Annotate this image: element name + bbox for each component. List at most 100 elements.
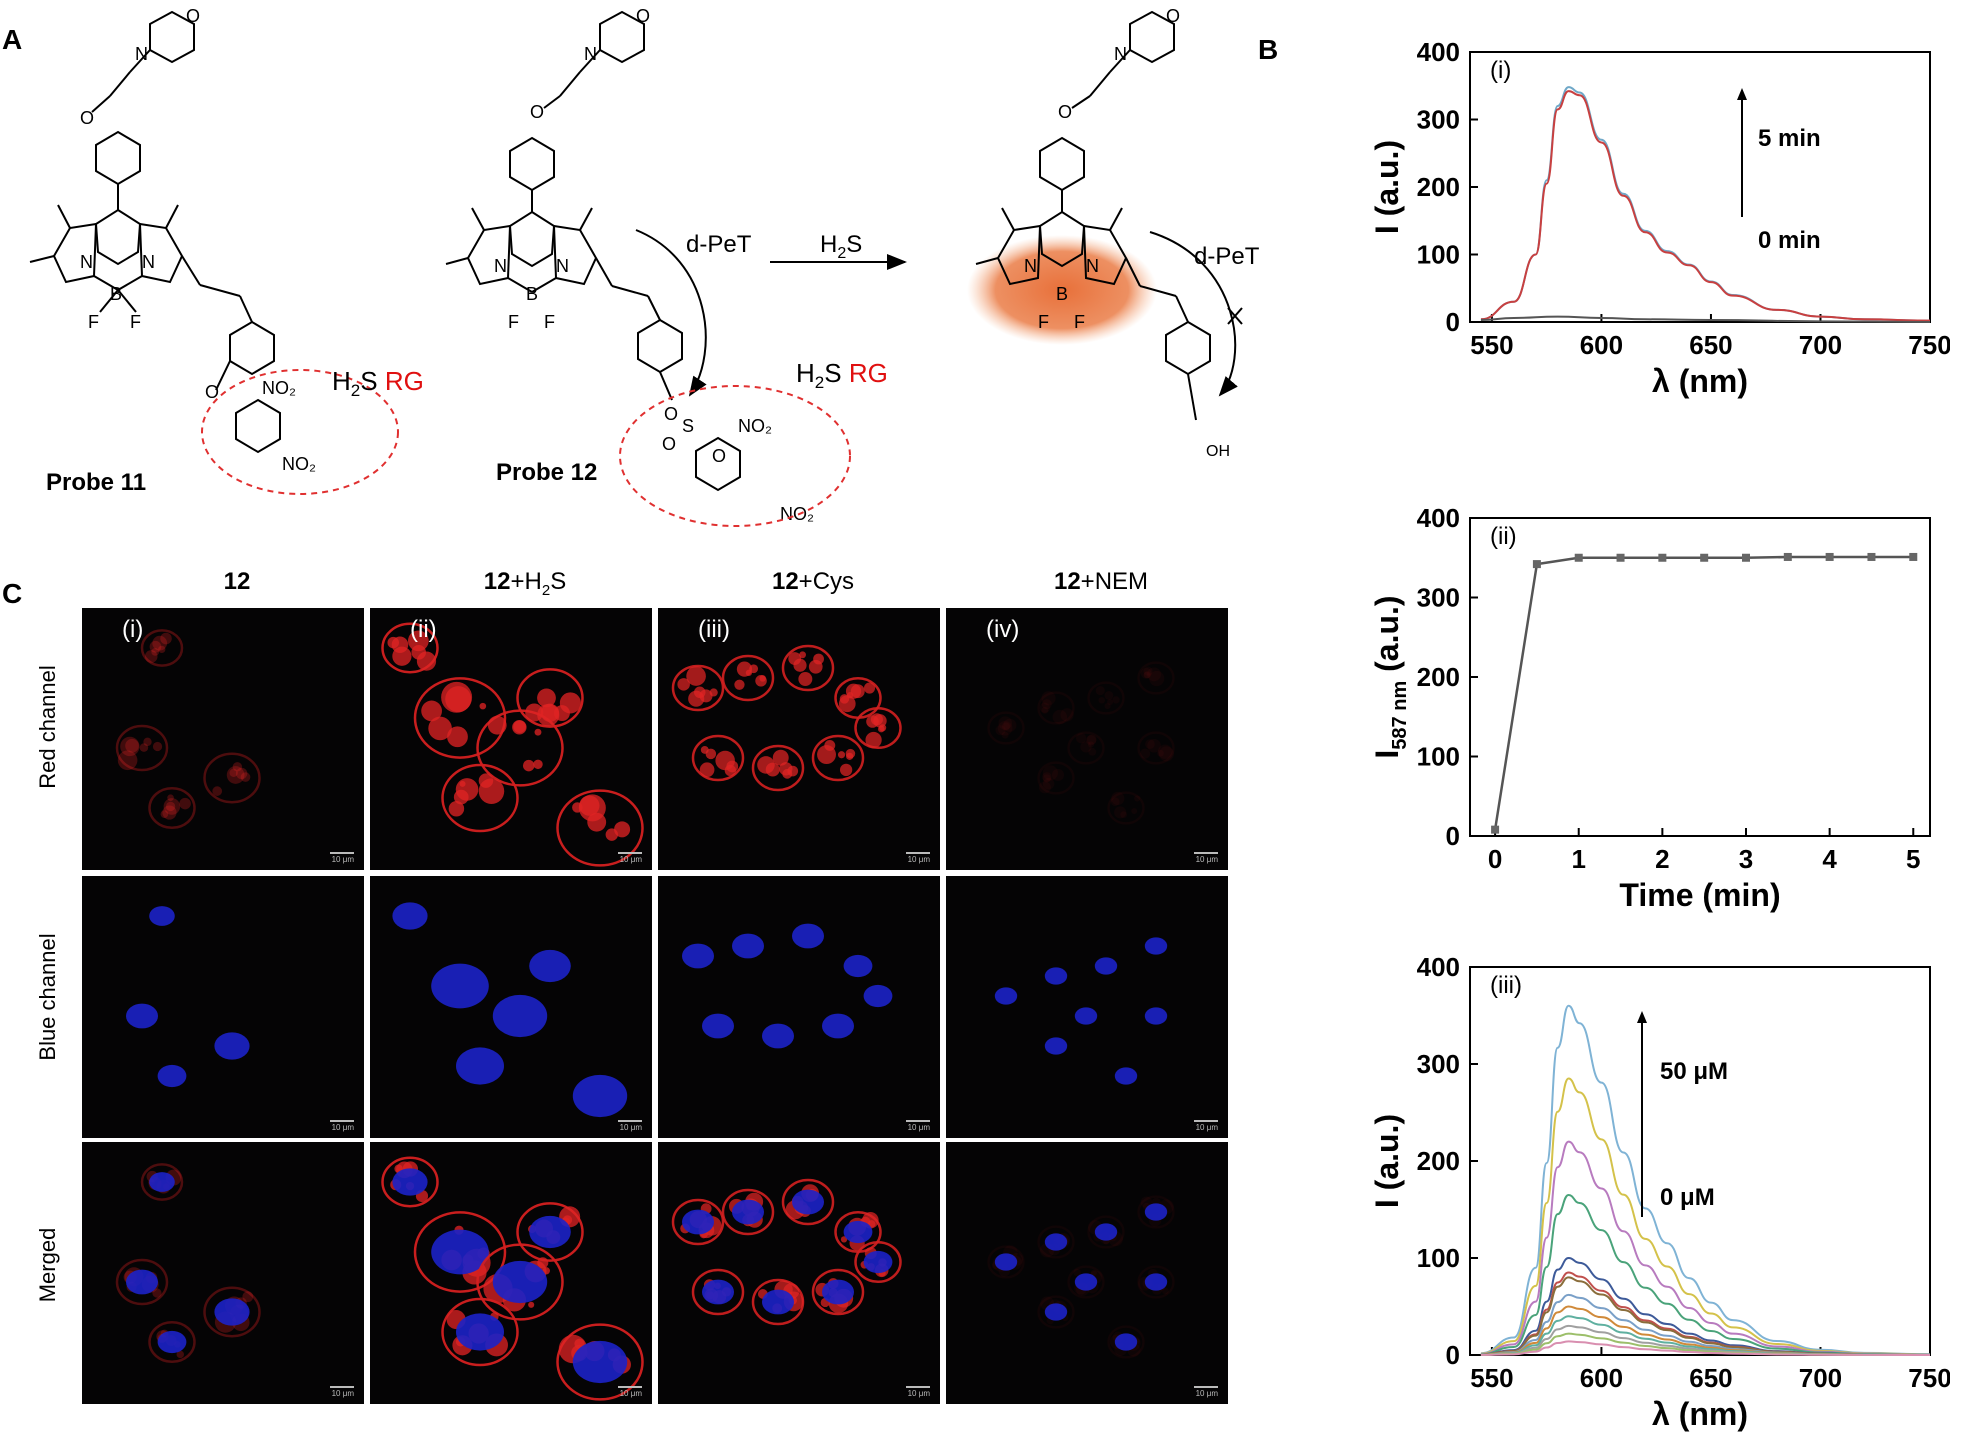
product-atoms: N O O N N B F F — [1024, 6, 1180, 332]
svg-text:N: N — [494, 256, 507, 276]
micrograph-cells — [987, 661, 1175, 825]
micrograph-cells — [682, 923, 893, 1049]
nucleus — [492, 1260, 548, 1304]
micrograph-cells — [115, 629, 261, 830]
probe12-atoms: N O O N N B F F O S O O NO₂ NO₂ — [494, 6, 814, 524]
micrograph-r2-c1: 10 μm — [82, 876, 364, 1138]
micrograph-sublabel: (ii) — [410, 616, 437, 643]
nucleus — [1144, 1203, 1168, 1221]
nucleus — [732, 1199, 764, 1225]
oh-label: OH — [1206, 443, 1230, 460]
micrograph-sublabel: (iv) — [986, 616, 1020, 643]
red-signal — [407, 630, 429, 652]
red-signal — [998, 716, 1013, 730]
titration-line-4 — [1480, 1193, 1931, 1356]
cell-membrane — [671, 1198, 725, 1246]
svg-text:NO₂: NO₂ — [738, 416, 772, 436]
red-signal — [1098, 696, 1106, 704]
titration-line-5 — [1480, 1256, 1931, 1356]
micrograph-cells — [671, 1178, 902, 1326]
red-signal — [839, 763, 853, 777]
scalebar-line — [906, 1386, 930, 1388]
nucleus — [1114, 1333, 1138, 1351]
x-tick-label: 750 — [1908, 330, 1950, 360]
plot-frame — [1469, 51, 1931, 323]
annotation-end: 50 μM — [1660, 1058, 1728, 1085]
svg-text:O: O — [712, 446, 726, 466]
svg-text:N: N — [556, 256, 569, 276]
time-course-point — [1658, 553, 1667, 562]
cell-membrane — [1107, 791, 1145, 825]
scalebar-label: 10 μm — [331, 1389, 354, 1398]
red-signal — [1039, 702, 1051, 713]
red-signal — [1003, 718, 1017, 732]
nucleus — [1074, 1273, 1098, 1291]
cell-membrane — [811, 734, 865, 782]
red-signal — [534, 728, 542, 736]
time-course-line — [1493, 555, 1914, 830]
nucleus — [843, 1220, 873, 1244]
x-axis-label: Time (min) — [1619, 877, 1780, 913]
nucleus — [1144, 1007, 1168, 1025]
red-signal — [242, 1291, 254, 1303]
scalebar-line — [906, 1120, 930, 1122]
red-signal — [229, 768, 238, 777]
red-signal — [1112, 696, 1120, 704]
red-signal — [1042, 774, 1051, 783]
micrograph-r2-c3: 10 μm — [658, 876, 940, 1138]
nucleus — [1044, 967, 1068, 985]
red-signal — [755, 675, 767, 687]
chart-b-ii: 0 1 2 3 4 5 0 100 200 300 400 (ii) Time (min) I587 nm… — [1369, 503, 1931, 913]
y-tick-label: 400 — [1417, 503, 1460, 533]
cell-membrane — [1137, 1195, 1175, 1229]
svg-text:B: B — [526, 284, 538, 304]
nucleus — [702, 1279, 734, 1305]
x-axis-label: λ (nm) — [1652, 1396, 1748, 1432]
scalebar-line — [1194, 852, 1218, 854]
probe11-label: Probe 11 — [46, 469, 146, 496]
micrograph-r3-c2: 10 μm — [370, 1142, 652, 1404]
red-signal — [779, 762, 793, 776]
red-signal — [1085, 735, 1097, 746]
cell-membrane — [1067, 1265, 1105, 1299]
cell-membrane — [1067, 731, 1105, 765]
rg-ring-probe12 — [619, 385, 851, 527]
micrograph-r3-c3: 10 μm — [658, 1142, 940, 1404]
svg-text:O: O — [662, 434, 676, 454]
red-signal — [798, 672, 813, 687]
dpet-label-2: d-PeT — [1194, 243, 1260, 270]
red-signal — [1041, 699, 1052, 710]
red-signal — [686, 666, 706, 686]
x-tick-label: 4 — [1822, 844, 1837, 874]
cell-membrane — [203, 1286, 261, 1338]
annotation-arrowhead — [1737, 88, 1747, 100]
x-tick-label: 550 — [1470, 330, 1513, 360]
y-tick-label: 100 — [1417, 240, 1460, 270]
x-tick-label: 3 — [1739, 844, 1753, 874]
red-signal — [149, 640, 162, 653]
nucleus — [682, 1209, 714, 1235]
red-signal — [1107, 698, 1114, 706]
red-signal — [391, 636, 409, 654]
y-tick-label: 200 — [1417, 172, 1460, 202]
red-signal — [863, 682, 876, 694]
panel-letter-a: A — [2, 24, 23, 55]
nucleus — [1114, 1067, 1138, 1085]
cell-membrane — [413, 1211, 507, 1293]
red-signal — [1157, 749, 1164, 757]
red-signal — [1147, 738, 1161, 753]
chart-panel-label: (i) — [1490, 57, 1511, 84]
arrow-reagent: H2S — [820, 231, 862, 262]
red-signal — [808, 659, 823, 674]
x-tick-label: 650 — [1689, 330, 1732, 360]
red-signal — [120, 736, 140, 757]
y-tick-label: 200 — [1417, 662, 1460, 692]
red-signal — [151, 647, 160, 656]
time-course-point — [1909, 552, 1918, 561]
micrograph-cells — [671, 644, 902, 792]
red-signal — [176, 1350, 184, 1359]
red-signal — [1060, 708, 1074, 722]
red-signal — [528, 1301, 535, 1308]
micrograph-sublabel: (iii) — [698, 616, 730, 643]
red-signal — [167, 794, 174, 801]
